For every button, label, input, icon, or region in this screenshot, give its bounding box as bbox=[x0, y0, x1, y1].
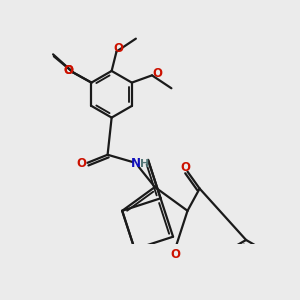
Text: O: O bbox=[63, 64, 73, 76]
Text: O: O bbox=[77, 157, 87, 170]
Text: O: O bbox=[152, 67, 162, 80]
Text: O: O bbox=[113, 42, 124, 55]
Text: O: O bbox=[180, 161, 190, 174]
Text: N: N bbox=[131, 157, 141, 170]
Text: H: H bbox=[140, 159, 149, 169]
Text: O: O bbox=[171, 248, 181, 261]
Text: O: O bbox=[63, 64, 73, 77]
